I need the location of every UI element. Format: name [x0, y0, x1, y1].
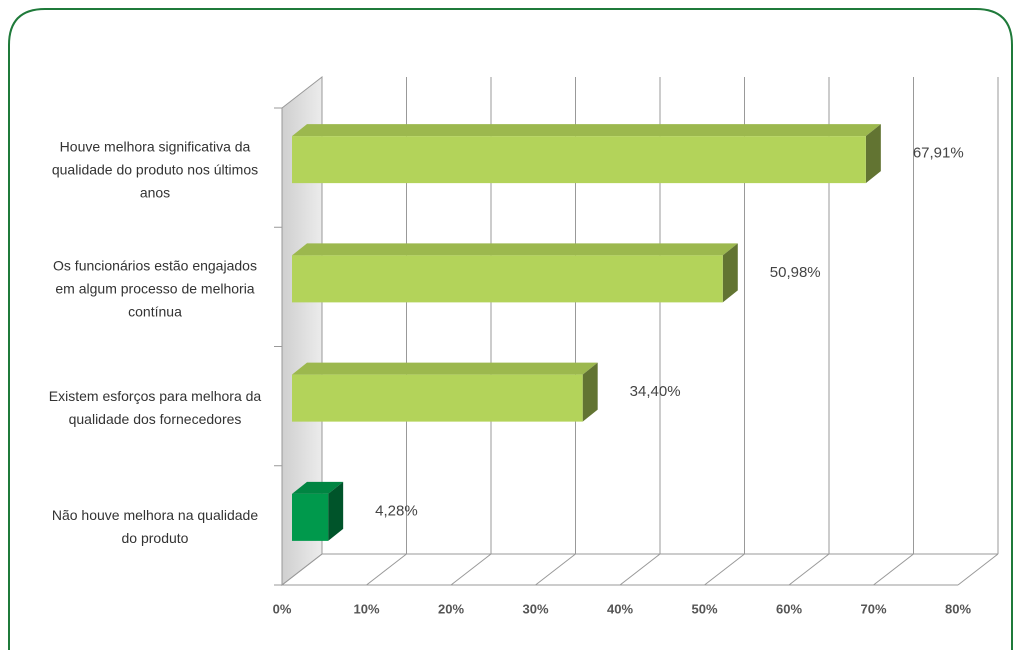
- category-label: Não houve melhora na qualidade do produt…: [51, 507, 259, 547]
- floor-grid-line: [281, 553, 323, 586]
- floor-grid-line: [450, 553, 492, 586]
- bar: [292, 255, 723, 303]
- floor-grid-line: [957, 553, 999, 586]
- bar: [292, 493, 329, 541]
- x-tick-label: 30%: [522, 601, 548, 616]
- floor-grid-line: [704, 553, 745, 586]
- x-tick-label: 70%: [860, 601, 886, 616]
- value-label: 67,91%: [913, 145, 964, 162]
- floor-grid-line: [873, 553, 914, 586]
- x-tick-label: 40%: [607, 601, 633, 616]
- x-tick-label: 80%: [945, 601, 971, 616]
- bar-top: [292, 362, 598, 375]
- value-label: 34,40%: [630, 383, 681, 400]
- frame: [8, 8, 1013, 650]
- x-tick-label: 60%: [776, 601, 802, 616]
- value-label: 4,28%: [375, 502, 418, 519]
- x-tick-label: 20%: [438, 601, 464, 616]
- category-label: Os funcionários estão engajados em algum…: [53, 257, 257, 320]
- floor-grid-line: [619, 553, 661, 586]
- bar-top: [292, 243, 738, 256]
- floor-grid-line: [366, 553, 407, 586]
- bar-top: [292, 481, 344, 494]
- bar-top: [292, 124, 881, 137]
- x-tick-label: 10%: [353, 601, 379, 616]
- category-label: Houve melhora significativa da qualidade…: [51, 138, 259, 201]
- bar-side: [865, 124, 881, 184]
- bar: [292, 136, 866, 184]
- floor-grid-line: [788, 553, 830, 586]
- category-label: Existem esforços para melhora da qualida…: [48, 388, 262, 428]
- bar-side: [582, 362, 598, 422]
- bar-side: [328, 481, 344, 541]
- bar: [292, 374, 583, 422]
- floor-grid-line: [535, 553, 576, 586]
- x-tick-label: 0%: [273, 601, 292, 616]
- x-tick-label: 50%: [691, 601, 717, 616]
- bar-side: [722, 243, 738, 303]
- value-label: 50,98%: [770, 264, 821, 281]
